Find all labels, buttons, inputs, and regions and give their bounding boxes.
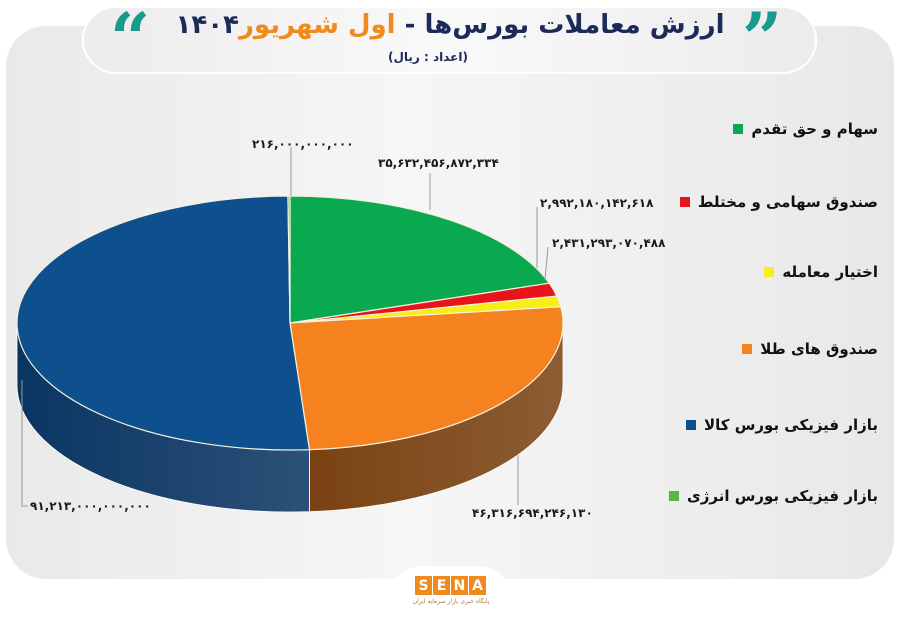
legend-label: صندوق سهامی و مختلط: [697, 193, 878, 211]
legend-item-energy: بازار فیزیکی بورس انرژی: [668, 487, 878, 505]
logo-letter: E: [433, 576, 450, 595]
title-banner: [82, 6, 817, 74]
legend-swatch-icon: [685, 420, 696, 430]
chart-title: ارزش معاملات بورس‌ها - اول شهریور۱۴۰۴: [0, 10, 900, 40]
value-label-options: ۲,۴۳۱,۲۹۳,۰۷۰,۴۸۸: [552, 236, 666, 250]
logo-letter: A: [469, 576, 486, 595]
legend-swatch-icon: [668, 491, 679, 501]
value-label-energy: ۲۱۶,۰۰۰,۰۰۰,۰۰۰: [252, 137, 354, 151]
pie-slice: [16, 195, 311, 451]
chart-subtitle: (اعداد : ریال): [388, 50, 468, 64]
logo-letter: S: [415, 576, 432, 595]
legend-swatch-icon: [679, 197, 690, 207]
pie-slice: [287, 195, 291, 324]
close-quote-icon: ”: [742, 0, 783, 80]
legend-swatch-icon: [764, 267, 775, 277]
legend-item-gold-funds: صندوق های طلا: [742, 340, 878, 358]
legend-swatch-icon: [742, 344, 753, 354]
pie-slice: [289, 306, 564, 451]
open-quote-icon: “: [110, 0, 151, 80]
legend-swatch-icon: [733, 124, 744, 134]
title-year: ۱۴۰۴: [175, 10, 239, 40]
pie-slice: [289, 195, 551, 324]
legend-item-stocks: سهام و حق تقدم: [733, 120, 878, 138]
value-label-commodity: ۹۱,۲۱۳,۰۰۰,۰۰۰,۰۰۰: [30, 499, 151, 513]
title-date: اول شهریور: [238, 10, 396, 40]
legend-label: بازار فیزیکی بورس کالا: [703, 416, 878, 434]
value-label-stocks: ۳۵,۶۳۲,۴۵۶,۸۷۲,۳۳۴: [378, 156, 499, 170]
title-separator: -: [395, 10, 425, 40]
legend-item-commodity: بازار فیزیکی بورس کالا: [685, 416, 878, 434]
logo-letter: N: [451, 576, 468, 595]
pie-chart: [16, 147, 564, 513]
legend-item-mixed-funds: صندوق سهامی و مختلط: [679, 193, 878, 211]
value-label-gold-funds: ۴۶,۳۱۶,۶۹۴,۲۴۶,۱۳۰: [472, 506, 593, 520]
legend-label: صندوق های طلا: [760, 340, 878, 358]
legend-label: اختیار معامله: [782, 263, 878, 281]
value-label-mixed-funds: ۲,۹۹۲,۱۸۰,۱۴۲,۶۱۸: [540, 196, 654, 210]
logo-tagline: پایگاه خبری بازار سرمایه ایران: [412, 598, 490, 605]
legend-label: بازار فیزیکی بورس انرژی: [686, 487, 878, 505]
title-main: ارزش معاملات بورس‌ها: [424, 10, 725, 40]
sena-logo: S E N A: [415, 576, 486, 595]
legend-label: سهام و حق تقدم: [751, 120, 878, 138]
legend-item-options: اختیار معامله: [764, 263, 878, 281]
